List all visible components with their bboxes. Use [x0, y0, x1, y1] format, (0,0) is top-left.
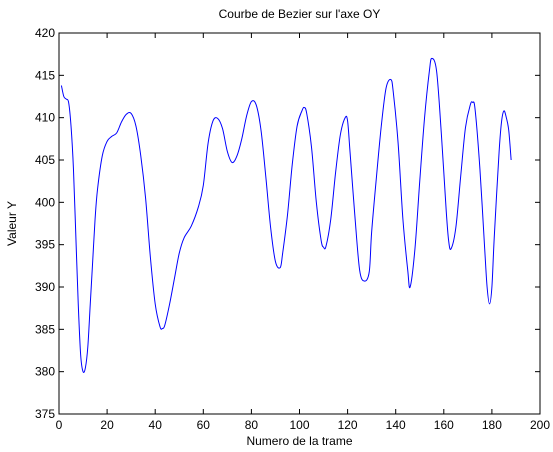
x-tick-label: 180	[482, 418, 502, 432]
y-tick-label: 410	[35, 111, 55, 125]
y-tick-label: 420	[35, 26, 55, 40]
y-tick-label: 385	[35, 322, 55, 336]
x-tick-label: 40	[149, 418, 163, 432]
y-axis-title: Valeur Y	[5, 201, 19, 246]
y-tick-label: 375	[35, 407, 55, 421]
x-tick-label: 0	[56, 418, 63, 432]
y-tick-label: 390	[35, 280, 55, 294]
x-axis-title: Numero de la trame	[246, 434, 352, 448]
y-tick-label: 380	[35, 365, 55, 379]
x-tick-label: 160	[434, 418, 454, 432]
x-tick-label: 100	[289, 418, 309, 432]
plot-area	[59, 33, 540, 414]
chart-title: Courbe de Bezier sur l'axe OY	[219, 7, 381, 21]
y-tick-label: 400	[35, 195, 55, 209]
x-tick-label: 60	[197, 418, 211, 432]
x-tick-label: 120	[338, 418, 358, 432]
y-tick-label: 395	[35, 238, 55, 252]
x-tick-label: 200	[530, 418, 550, 432]
x-tick-label: 140	[386, 418, 406, 432]
x-tick-label: 80	[245, 418, 259, 432]
x-tick-label: 20	[100, 418, 114, 432]
y-tick-label: 415	[35, 68, 55, 82]
y-tick-label: 405	[35, 153, 55, 167]
